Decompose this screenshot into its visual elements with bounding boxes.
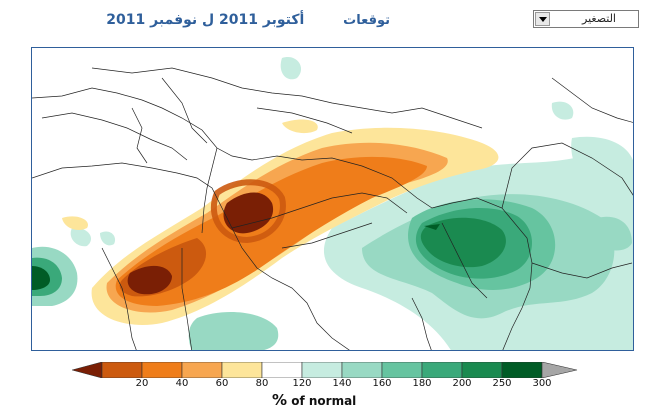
- zoom-select-value: التصغير: [582, 12, 616, 25]
- wet-small-2: [551, 101, 574, 120]
- coastlines: [32, 67, 633, 350]
- wet-east-patch: [597, 216, 632, 251]
- title-prefix: توقعات: [343, 13, 390, 28]
- legend-tick-label: 80: [255, 378, 269, 389]
- legend-tick-label: 300: [532, 378, 552, 389]
- legend-unit: % of normal: [272, 391, 356, 409]
- wet-zone-max: [420, 217, 506, 268]
- dry-core-west: [127, 265, 172, 295]
- zoom-select[interactable]: التصغير: [533, 10, 639, 28]
- legend-swatch: [381, 361, 423, 379]
- title-period: أكتوبر 2011 ل نوفمبر 2011: [106, 12, 305, 28]
- dry-small-1: [62, 216, 88, 230]
- legend-swatch: [461, 361, 503, 379]
- header: توقعات أكتوبر 2011 ل نوفمبر 2011 التصغير: [0, 0, 667, 44]
- wet-north-patch: [280, 57, 302, 80]
- color-legend: 20 40 60 80 120 140 160 180 200 250 300 % of norma…: [70, 361, 582, 409]
- chevron-down-icon: [539, 17, 547, 22]
- legend-tick-label: 20: [135, 378, 149, 389]
- legend-unit-text: of normal: [291, 394, 357, 408]
- legend-swatch: [141, 361, 183, 379]
- legend-swatch: [421, 361, 463, 379]
- legend-arrow-left: [70, 361, 103, 379]
- legend-swatch: [501, 361, 543, 379]
- legend-unit-symbol: %: [272, 391, 288, 409]
- legend-tick-label: 180: [412, 378, 432, 389]
- legend-tick-label: 160: [372, 378, 392, 389]
- legend-swatch: [101, 361, 143, 379]
- wet-south-patch: [188, 312, 279, 350]
- legend-tick-label: 250: [492, 378, 512, 389]
- legend-swatch: [301, 361, 343, 379]
- wet-small-1: [100, 231, 116, 246]
- legend-tick-label: 140: [332, 378, 352, 389]
- legend-arrow-right: [541, 361, 578, 379]
- anomaly-fill: [32, 57, 633, 350]
- wet-zone-core: [424, 224, 440, 230]
- dry-core-east: [223, 192, 274, 234]
- map-canvas: [32, 57, 633, 350]
- dry-ring-east: [210, 179, 286, 244]
- legend-swatch: [221, 361, 263, 379]
- dropdown-button[interactable]: [535, 12, 550, 26]
- page-title: توقعات أكتوبر 2011 ل نوفمبر 2011: [106, 12, 390, 32]
- dry-small-2: [282, 119, 318, 134]
- forecast-map[interactable]: [31, 47, 634, 351]
- legend-swatch: [341, 361, 383, 379]
- legend-tick-label: 60: [215, 378, 229, 389]
- wet-west-max: [32, 266, 50, 290]
- legend-swatch: [261, 361, 303, 379]
- legend-tick-label: 200: [452, 378, 472, 389]
- legend-bar: [70, 361, 578, 379]
- legend-swatch: [181, 361, 223, 379]
- wet-small-3: [70, 227, 92, 247]
- legend-tick-label: 40: [175, 378, 189, 389]
- legend-tick-label: 120: [292, 378, 312, 389]
